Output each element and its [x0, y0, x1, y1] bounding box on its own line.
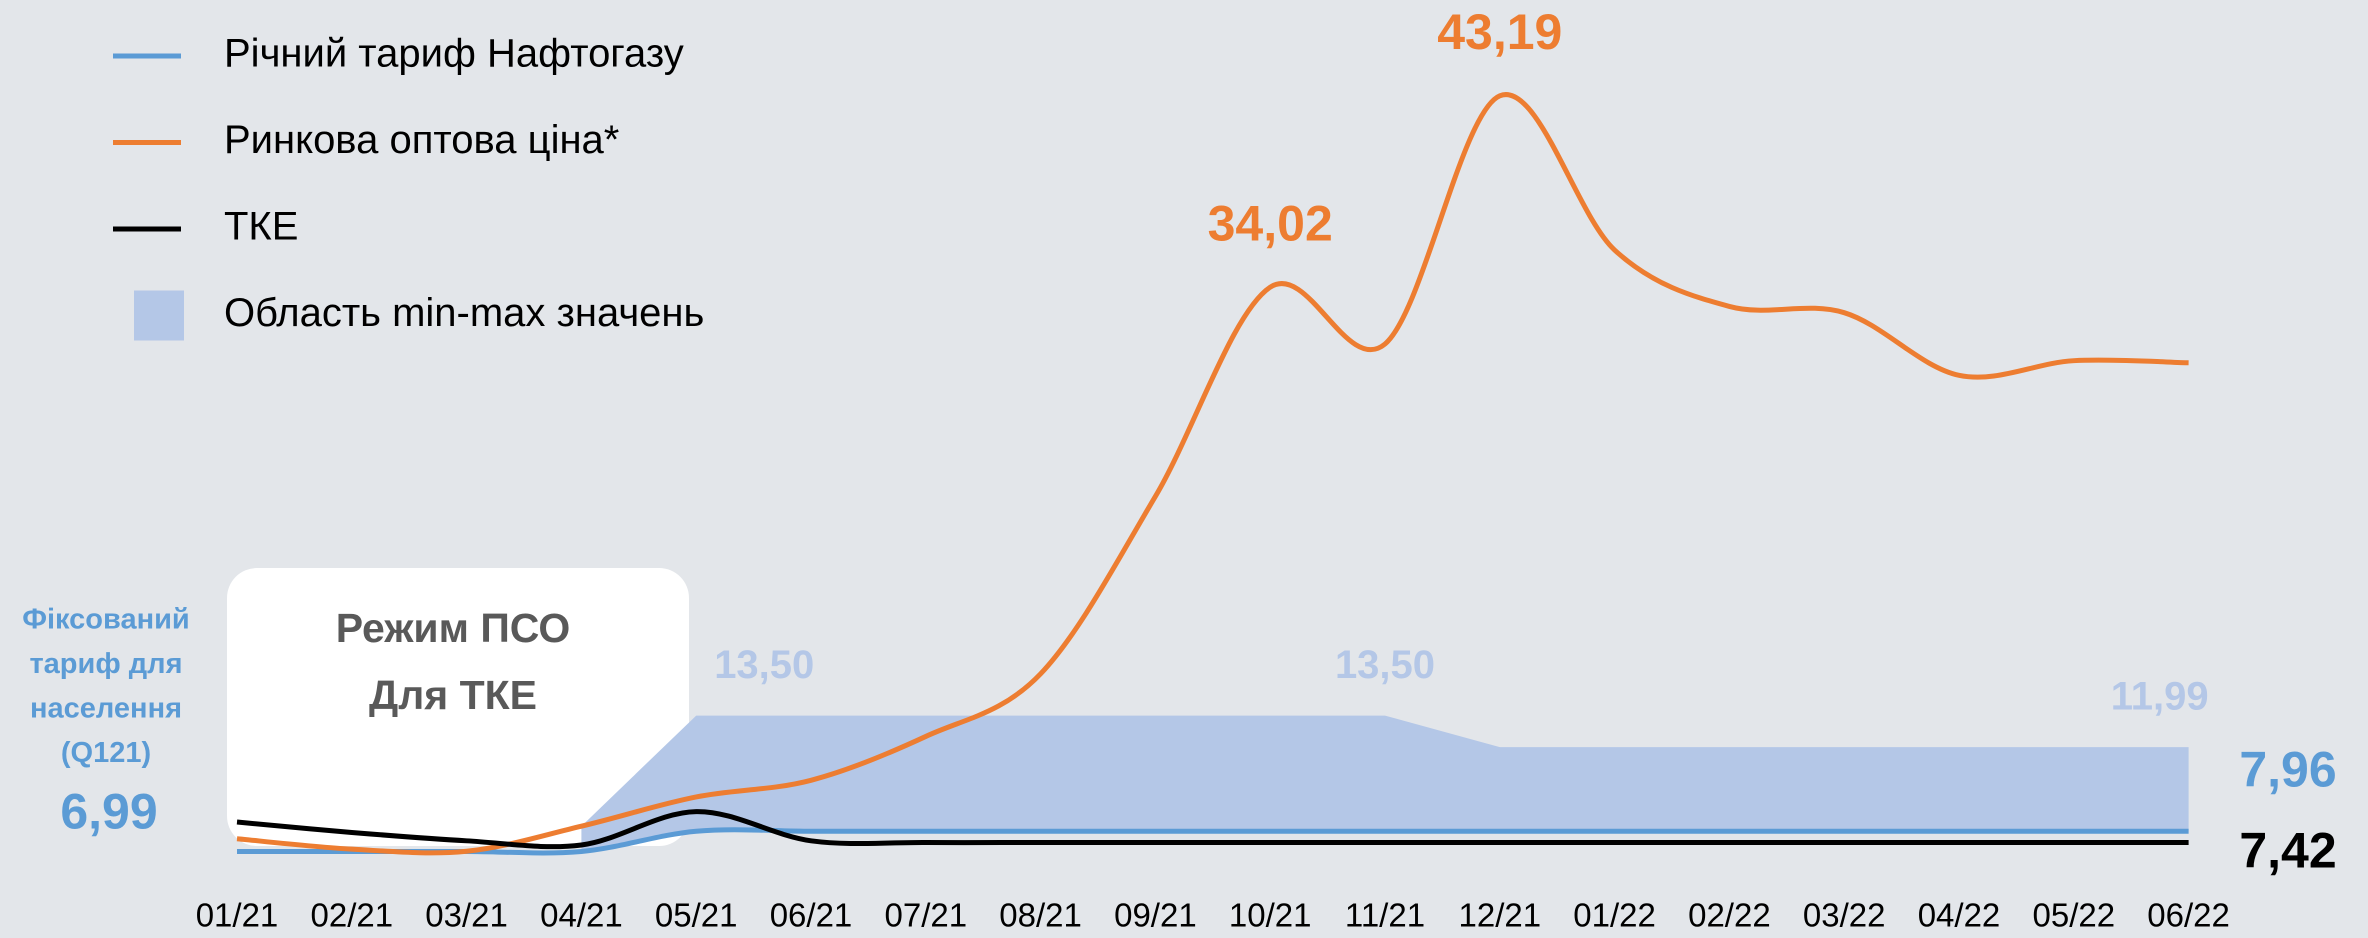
legend-label: Ринкова оптова ціна* — [224, 118, 619, 162]
legend-label: Річний тариф Нафтогазу — [224, 32, 684, 76]
series-line — [236, 92, 2189, 856]
x-tick-label: 04/21 — [540, 897, 623, 934]
x-tick-label: 03/21 — [425, 897, 508, 934]
x-tick-label: 10/21 — [1229, 897, 1312, 934]
note-text: тариф для — [29, 648, 182, 680]
x-tick-label: 11/21 — [1345, 897, 1425, 934]
data-label: 7,96 — [2239, 741, 2336, 797]
x-tick-label: 08/21 — [999, 897, 1082, 934]
data-label: 34,02 — [1208, 195, 1333, 251]
x-tick-label: 01/22 — [1573, 897, 1656, 934]
x-tick-label: 04/22 — [1918, 897, 2001, 934]
data-label: 6,99 — [60, 784, 157, 840]
x-tick-label: 06/21 — [770, 897, 853, 934]
note-text: Фіксований — [22, 604, 190, 636]
x-tick-label: 03/22 — [1803, 897, 1886, 934]
x-tick-label: 12/21 — [1459, 897, 1542, 934]
x-tick-label: 02/22 — [1688, 897, 1771, 934]
legend-label: ТКЕ — [224, 205, 298, 249]
x-tick-label: 01/21 — [196, 897, 279, 934]
x-tick-label: 09/21 — [1114, 897, 1197, 934]
box-text: Для ТКЕ — [369, 672, 537, 718]
note-text: населення — [30, 693, 182, 725]
series-line — [236, 809, 2189, 850]
note-text: (Q121) — [61, 737, 151, 769]
data-label: 11,99 — [2111, 675, 2209, 719]
x-tick-label: 07/21 — [885, 897, 968, 934]
x-tick-label: 05/21 — [655, 897, 738, 934]
box-text: Режим ПСО — [336, 605, 571, 651]
data-label: 7,42 — [2239, 823, 2336, 879]
data-label: 13,50 — [1335, 643, 1435, 687]
pso-box — [227, 568, 689, 846]
data-label: 43,19 — [1437, 4, 1562, 60]
data-label: 13,50 — [714, 643, 814, 687]
series-line — [236, 827, 2189, 856]
legend-swatch — [134, 290, 184, 341]
x-tick-label: 05/22 — [2033, 897, 2116, 934]
min-max-area — [581, 715, 2189, 852]
x-tick-label: 02/21 — [311, 897, 394, 934]
legend-label: Область min-max значень — [224, 291, 704, 335]
x-tick-label: 06/22 — [2147, 897, 2230, 934]
